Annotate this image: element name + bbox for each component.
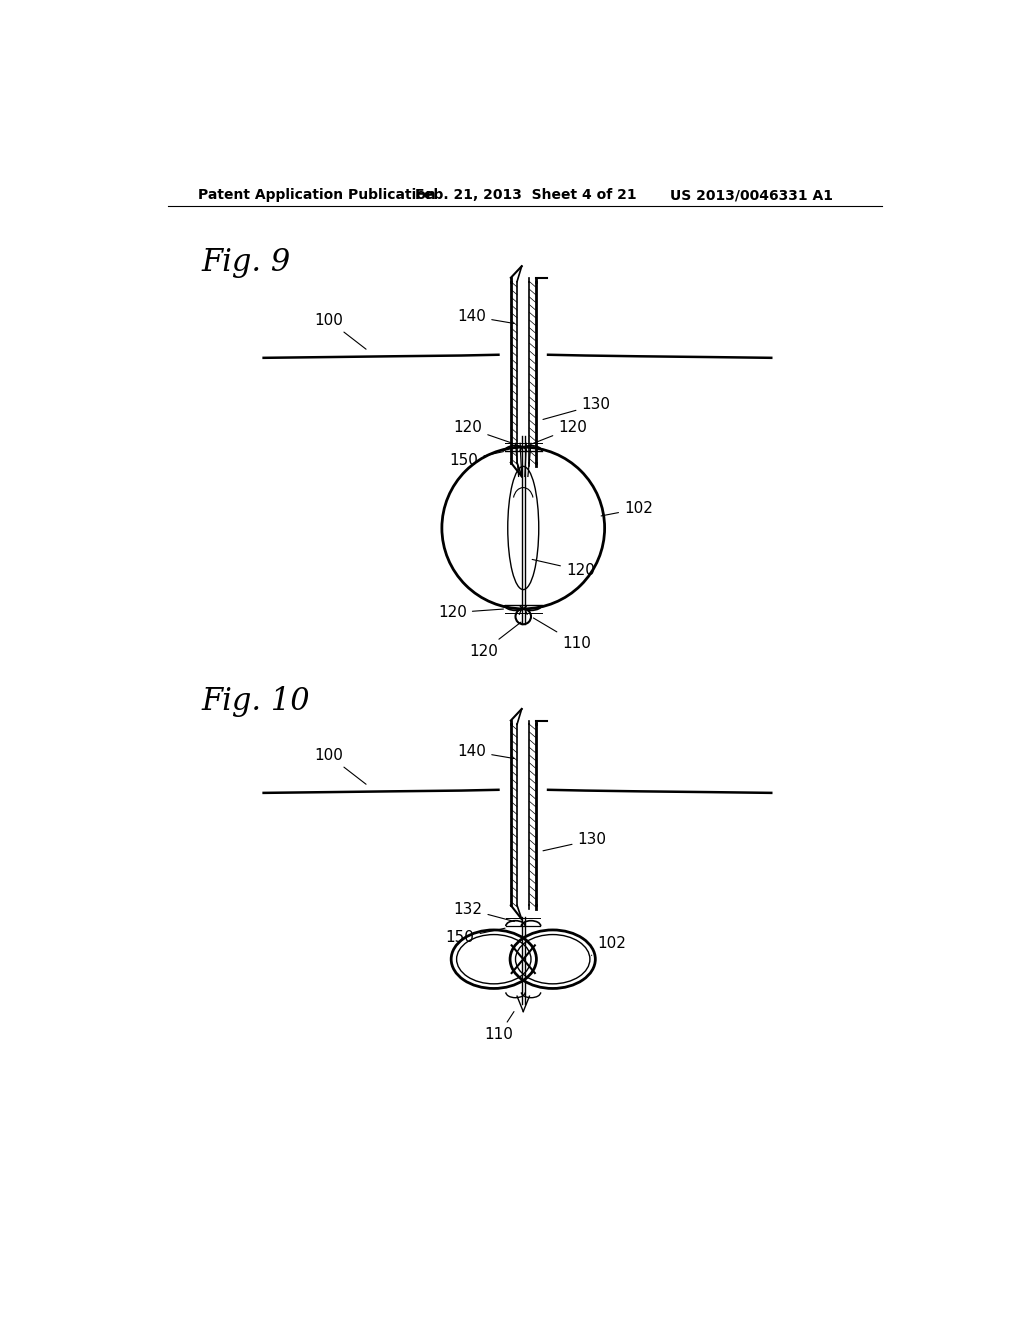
Text: 140: 140	[458, 309, 514, 323]
Text: 150: 150	[445, 928, 505, 945]
Text: Patent Application Publication: Patent Application Publication	[198, 189, 435, 202]
Text: 140: 140	[458, 743, 514, 759]
Text: 120: 120	[454, 420, 514, 444]
Text: 102: 102	[592, 936, 626, 956]
Text: 132: 132	[454, 902, 514, 921]
Text: Feb. 21, 2013  Sheet 4 of 21: Feb. 21, 2013 Sheet 4 of 21	[415, 189, 636, 202]
Text: 130: 130	[543, 833, 606, 851]
Text: 130: 130	[543, 397, 610, 420]
Text: 120: 120	[469, 622, 521, 659]
Text: 120: 120	[438, 605, 504, 620]
Text: Fig. 10: Fig. 10	[202, 686, 310, 717]
Text: US 2013/0046331 A1: US 2013/0046331 A1	[671, 189, 834, 202]
Text: 150: 150	[450, 451, 504, 467]
Text: 110: 110	[534, 618, 591, 651]
Text: 120: 120	[532, 420, 587, 444]
Text: 120: 120	[532, 560, 595, 578]
Text: 102: 102	[601, 502, 653, 516]
Text: Fig. 9: Fig. 9	[202, 247, 291, 279]
Text: 100: 100	[314, 747, 366, 784]
Text: 110: 110	[484, 1011, 514, 1043]
Text: 100: 100	[314, 313, 366, 350]
